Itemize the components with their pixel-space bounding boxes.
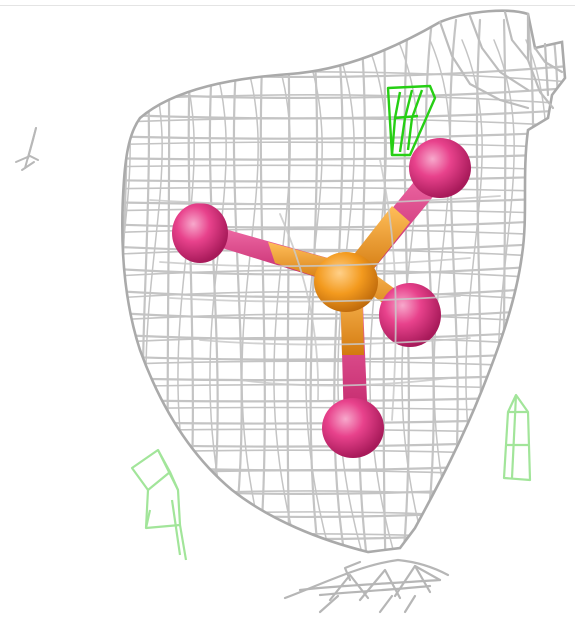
green-contour-top <box>386 84 437 157</box>
oxygen-atom-left[interactable] <box>172 203 228 263</box>
green-contour-left <box>130 448 188 561</box>
mesh-front-strands <box>149 159 501 421</box>
oxygen-atom-upper-right[interactable] <box>409 138 471 198</box>
molecule[interactable] <box>172 138 471 458</box>
lower-density-fragment <box>283 558 450 614</box>
oxygen-atom-right[interactable] <box>379 283 441 347</box>
green-contour-right <box>502 393 532 482</box>
oxygen-atom-lower[interactable] <box>322 398 384 458</box>
left-density-fragment <box>15 127 39 171</box>
phosphorus-atom[interactable] <box>314 252 378 312</box>
